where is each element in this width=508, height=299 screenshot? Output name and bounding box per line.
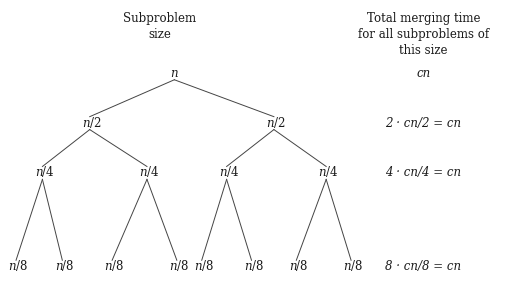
Text: /8: /8 — [351, 260, 362, 273]
Text: /8: /8 — [251, 260, 263, 273]
Text: /8: /8 — [202, 260, 213, 273]
Text: n: n — [319, 167, 326, 179]
Text: /8: /8 — [296, 260, 308, 273]
Text: n: n — [35, 167, 42, 179]
Text: n: n — [105, 260, 112, 273]
Text: n: n — [169, 260, 177, 273]
Text: n: n — [194, 260, 202, 273]
Text: /2: /2 — [90, 117, 101, 130]
Text: n: n — [289, 260, 296, 273]
Text: n: n — [82, 117, 90, 130]
Text: Subproblem
size: Subproblem size — [123, 12, 196, 41]
Text: /4: /4 — [326, 167, 338, 179]
Text: n: n — [343, 260, 351, 273]
Text: n: n — [139, 167, 147, 179]
Text: n: n — [171, 67, 178, 80]
Text: cn: cn — [416, 67, 430, 80]
Text: n: n — [219, 167, 227, 179]
Text: 8 · cn/8 = cn: 8 · cn/8 = cn — [385, 260, 461, 273]
Text: n: n — [266, 117, 274, 130]
Text: /8: /8 — [16, 260, 27, 273]
Text: 2 · cn/2 = cn: 2 · cn/2 = cn — [385, 117, 461, 130]
Text: /4: /4 — [42, 167, 54, 179]
Text: /8: /8 — [177, 260, 188, 273]
Text: /8: /8 — [62, 260, 74, 273]
Text: n: n — [244, 260, 251, 273]
Text: Total merging time
for all subproblems of
this size: Total merging time for all subproblems o… — [358, 12, 489, 57]
Text: 4 · cn/4 = cn: 4 · cn/4 = cn — [385, 167, 461, 179]
Text: /4: /4 — [227, 167, 238, 179]
Text: /2: /2 — [274, 117, 285, 130]
Text: /4: /4 — [147, 167, 158, 179]
Text: n: n — [55, 260, 62, 273]
Text: /8: /8 — [112, 260, 123, 273]
Text: n: n — [9, 260, 16, 273]
